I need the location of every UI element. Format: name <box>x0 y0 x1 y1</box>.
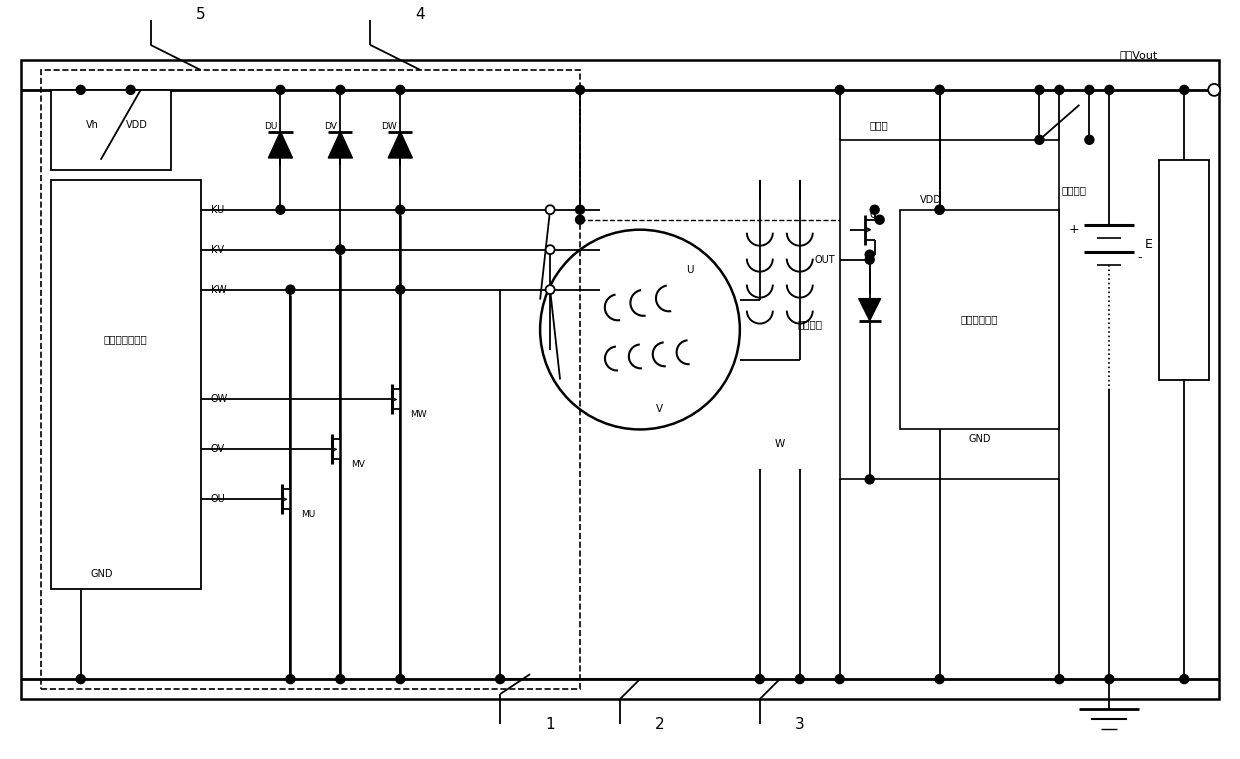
Text: KU: KU <box>211 205 223 215</box>
Circle shape <box>575 205 584 214</box>
Circle shape <box>336 675 345 684</box>
Text: 输出Vout: 输出Vout <box>1120 50 1158 60</box>
Circle shape <box>336 245 345 254</box>
Text: 4: 4 <box>415 8 425 23</box>
Text: KW: KW <box>211 285 226 294</box>
Text: V: V <box>656 405 663 414</box>
Text: DU: DU <box>264 122 278 131</box>
Circle shape <box>575 216 584 224</box>
Circle shape <box>286 285 295 294</box>
Text: OW: OW <box>211 395 228 405</box>
Text: 2: 2 <box>655 716 665 732</box>
Text: GND: GND <box>91 569 113 579</box>
Circle shape <box>575 86 584 94</box>
Text: DW: DW <box>382 122 397 131</box>
Text: GND: GND <box>968 434 991 445</box>
Bar <box>839 140 1059 480</box>
Polygon shape <box>268 131 293 158</box>
Circle shape <box>1085 86 1094 94</box>
Text: DV: DV <box>325 122 337 131</box>
Text: 3: 3 <box>795 716 805 732</box>
Circle shape <box>836 675 844 684</box>
Circle shape <box>935 86 944 94</box>
Circle shape <box>286 675 295 684</box>
Circle shape <box>126 86 135 94</box>
Circle shape <box>1179 86 1189 94</box>
Bar <box>41 70 580 689</box>
Circle shape <box>1085 135 1094 144</box>
Text: OUT: OUT <box>815 255 835 265</box>
Text: KV: KV <box>211 244 223 255</box>
Circle shape <box>1035 135 1044 144</box>
Circle shape <box>795 675 805 684</box>
Circle shape <box>935 205 944 214</box>
Circle shape <box>836 86 844 94</box>
Text: C: C <box>869 209 877 219</box>
Circle shape <box>396 285 404 294</box>
Circle shape <box>755 675 764 684</box>
Circle shape <box>277 86 285 94</box>
Text: 1: 1 <box>546 716 556 732</box>
Circle shape <box>935 86 944 94</box>
Circle shape <box>1208 84 1220 96</box>
Text: OU: OU <box>211 494 226 504</box>
Circle shape <box>336 245 345 254</box>
Text: 点火开关: 点火开关 <box>1061 184 1087 195</box>
Circle shape <box>866 255 874 264</box>
Bar <box>1159 160 1209 380</box>
Circle shape <box>76 86 86 94</box>
Circle shape <box>935 675 944 684</box>
Circle shape <box>1055 675 1064 684</box>
Polygon shape <box>388 131 413 158</box>
Text: -: - <box>1137 251 1142 264</box>
Circle shape <box>1055 86 1064 94</box>
Bar <box>21 60 1219 699</box>
Text: +: + <box>1069 223 1080 236</box>
Text: VDD: VDD <box>125 120 148 130</box>
Circle shape <box>546 245 554 254</box>
Text: VDD: VDD <box>920 195 941 205</box>
Circle shape <box>866 475 874 484</box>
Circle shape <box>1035 86 1044 94</box>
Circle shape <box>875 216 884 224</box>
Text: MU: MU <box>301 510 315 519</box>
Circle shape <box>546 205 554 214</box>
Text: W: W <box>775 439 785 449</box>
Polygon shape <box>858 298 880 320</box>
Circle shape <box>546 285 554 294</box>
Bar <box>51 180 201 589</box>
Circle shape <box>870 205 879 214</box>
Text: 5: 5 <box>196 8 206 23</box>
Circle shape <box>336 86 345 94</box>
Circle shape <box>496 675 505 684</box>
Circle shape <box>866 250 874 259</box>
Text: OV: OV <box>211 445 224 455</box>
Circle shape <box>1179 675 1189 684</box>
Circle shape <box>396 86 404 94</box>
Circle shape <box>935 205 944 214</box>
Circle shape <box>277 205 285 214</box>
Text: Vh: Vh <box>86 120 98 130</box>
Text: 助磁线圈: 助磁线圈 <box>797 320 822 329</box>
Circle shape <box>396 675 404 684</box>
Text: 调压器: 调压器 <box>869 120 888 130</box>
Text: U: U <box>686 265 693 275</box>
Bar <box>51 90 171 170</box>
Circle shape <box>76 675 86 684</box>
Text: 整流器控制电路: 整流器控制电路 <box>104 335 148 345</box>
Bar <box>900 209 1059 430</box>
Text: MV: MV <box>351 460 366 469</box>
Text: 调压控制电路: 调压控制电路 <box>961 314 998 325</box>
Circle shape <box>1105 86 1114 94</box>
Text: MW: MW <box>410 410 427 419</box>
Polygon shape <box>329 131 352 158</box>
Circle shape <box>396 205 404 214</box>
Circle shape <box>1105 675 1114 684</box>
Text: E: E <box>1145 238 1152 251</box>
